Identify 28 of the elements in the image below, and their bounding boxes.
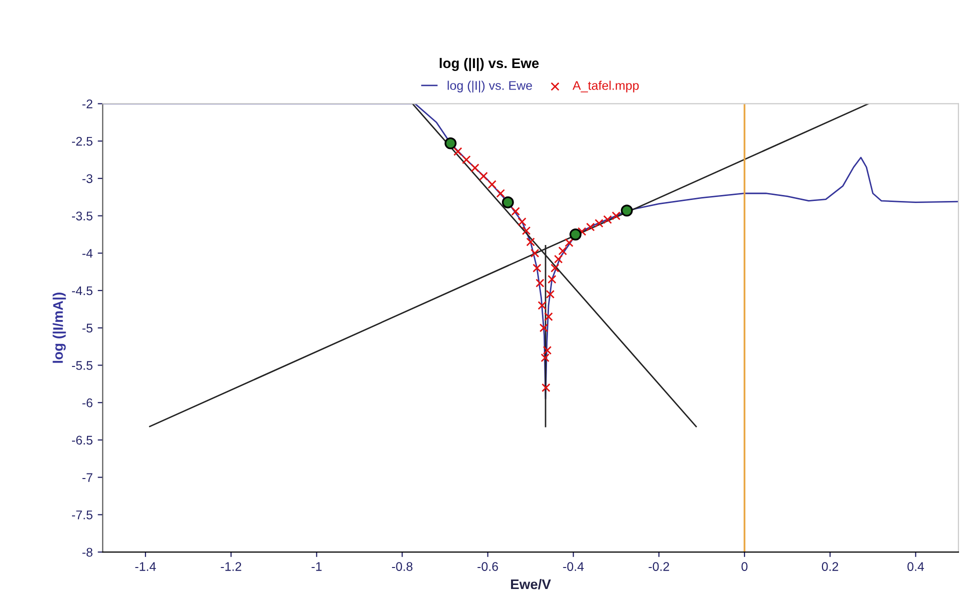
y-tick-label: -2 [82,100,92,108]
y-tick-label: -6.5 [72,436,92,445]
legend-label: A_tafel.mpp [572,80,639,92]
x-tick-label: -1.2 [220,562,242,571]
y-tick-label: -7 [82,473,92,482]
x-axis-title: Ewe/V [511,578,551,590]
y-tick-label: -5 [82,324,92,333]
y-tick-label: -5.5 [72,361,92,370]
y-axis-title: log (|I/mA|) [52,292,66,363]
y-tick-label: -2.5 [72,136,92,146]
x-tick-label: -1.4 [135,562,156,571]
legend-label: log (|I|) vs. Ewe [448,80,532,92]
y-tick-label: -8 [82,548,92,557]
chart-title: log (|I|) vs. Ewe [440,58,539,72]
y-tick-label: -4 [82,249,93,258]
y-tick-label: -3.5 [72,212,92,220]
x-tick-label: 0.2 [822,562,838,571]
x-tick-label: -1 [312,562,322,571]
x-tick-label: -0.2 [648,562,670,571]
y-tick-label: -6 [82,398,92,408]
x-tick-label: -0.4 [563,562,584,571]
x-tick-label: -0.6 [478,562,498,571]
y-tick-label: -4.5 [72,286,92,296]
y-tick-label: -3 [82,174,92,184]
y-tick-label: -7.5 [72,510,92,520]
x-tick-label: 0.4 [907,562,924,571]
x-tick-label: -0.8 [392,562,412,571]
x-tick-label: 0 [742,562,748,571]
